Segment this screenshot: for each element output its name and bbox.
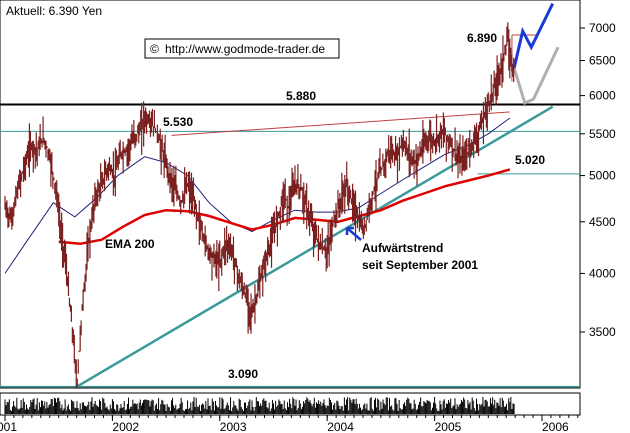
current-price: Aktuell: 6.390 Yen	[6, 4, 102, 18]
x-tick-label: 2006	[542, 420, 569, 433]
ema200-line	[58, 168, 511, 246]
level-label-5880: 5.880	[286, 89, 316, 103]
x-tick-label: 2004	[327, 420, 354, 433]
forecast-bull-line	[512, 2, 555, 69]
x-tick-label: 2002	[112, 420, 139, 433]
trend-label-1: Aufwärtstrend	[362, 241, 443, 255]
x-tick-label: 001	[0, 420, 17, 433]
price-box	[2, 2, 106, 19]
y-tick-label: 4500	[589, 215, 616, 229]
copyright-symbol: ©	[150, 42, 159, 56]
x-tick-label: 2005	[435, 420, 462, 433]
x-tick-label: 2003	[220, 420, 247, 433]
y-tick-label: 6500	[589, 54, 616, 68]
level-label-3090: 3.090	[228, 367, 258, 381]
level-label-5020: 5.020	[515, 153, 545, 167]
y-tick-label: 4000	[589, 266, 616, 280]
y-tick-label: 7000	[589, 21, 616, 35]
resistance-line	[171, 111, 510, 136]
level-label-6890: 6.890	[467, 31, 497, 45]
x-axis: 001 2002 2003 2004 2005 2006	[0, 415, 579, 433]
volume-layer	[4, 397, 515, 414]
level-label-5530: 5.530	[163, 115, 193, 129]
copyright-url: http://www.godmode-trader.de	[165, 42, 325, 56]
y-tick-label: 3500	[589, 325, 616, 339]
forecast-bear-line	[512, 46, 560, 106]
trend-arrow-icon	[345, 226, 362, 241]
trend-label-2: seit September 2001	[362, 258, 478, 272]
y-tick-label: 5000	[589, 169, 616, 183]
candles-layer	[4, 22, 515, 388]
y-tick-label: 5500	[589, 127, 616, 141]
y-axis: 7000 6500 6000 5500 5000 4500 4000 3500	[580, 21, 616, 339]
ema200-label: EMA 200	[105, 237, 155, 251]
copyright-box	[144, 38, 340, 59]
y-tick-label: 6000	[589, 89, 616, 103]
